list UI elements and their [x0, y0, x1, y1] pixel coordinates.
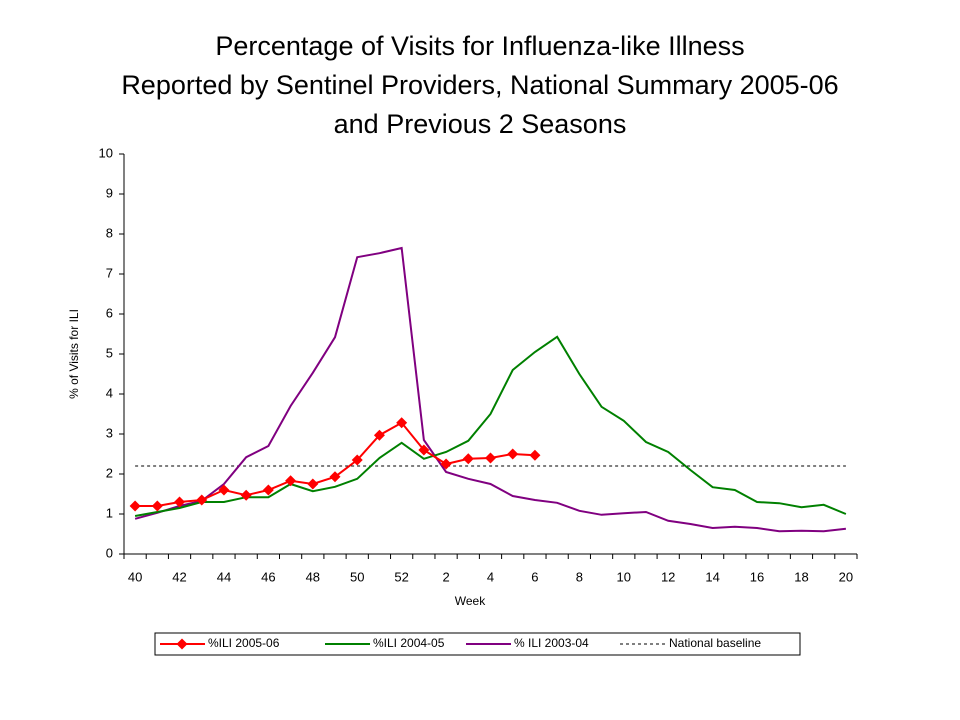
- x-tick-label: 42: [172, 569, 186, 584]
- series-line: [134, 335, 847, 517]
- y-tick-label: 3: [106, 425, 113, 440]
- point: [129, 500, 141, 512]
- y-tick-label: 5: [106, 345, 113, 360]
- point: [196, 494, 208, 506]
- x-tick-label: 4: [487, 569, 494, 584]
- x-tick-label: 2: [442, 569, 449, 584]
- x-tick-label: 10: [617, 569, 631, 584]
- point: [418, 444, 430, 456]
- point: [396, 417, 408, 429]
- x-tick-label: 46: [261, 569, 275, 584]
- x-tick-label: 12: [661, 569, 675, 584]
- y-tick-label: 2: [106, 465, 113, 480]
- x-axis-label: Week: [455, 594, 486, 608]
- x-tick-label: 18: [794, 569, 808, 584]
- y-tick-label: 9: [106, 185, 113, 200]
- point: [507, 448, 519, 460]
- point: [307, 478, 319, 490]
- legend-label: %ILI 2005-06: [208, 636, 280, 650]
- chart-title: Reported by Sentinel Providers, National…: [121, 70, 838, 100]
- point: [440, 458, 452, 470]
- x-tick-label: 50: [350, 569, 364, 584]
- y-tick-label: 10: [99, 145, 113, 160]
- x-tick-label: 14: [705, 569, 719, 584]
- x-tick-label: 16: [750, 569, 764, 584]
- point: [218, 484, 230, 496]
- point: [174, 496, 186, 508]
- series-line: [134, 246, 847, 533]
- point: [351, 454, 363, 466]
- x-tick-label: 40: [128, 569, 142, 584]
- chart-title: Percentage of Visits for Influenza-like …: [215, 31, 744, 61]
- y-tick-label: 7: [106, 265, 113, 280]
- legend-label: %ILI 2004-05: [373, 636, 445, 650]
- point: [329, 471, 341, 483]
- point: [462, 453, 474, 465]
- point: [285, 475, 297, 487]
- x-tick-label: 6: [531, 569, 538, 584]
- y-tick-label: 6: [106, 305, 113, 320]
- y-axis-label: % of Visits for ILI: [67, 309, 81, 399]
- y-tick-label: 0: [106, 545, 113, 560]
- series-line: [135, 421, 535, 507]
- point: [485, 452, 496, 464]
- x-tick-label: 52: [394, 569, 408, 584]
- x-tick-label: 44: [217, 569, 231, 584]
- point: [240, 489, 252, 501]
- point: [151, 500, 163, 512]
- y-tick-label: 1: [106, 505, 113, 520]
- legend-marker: [176, 638, 188, 650]
- point: [262, 484, 274, 496]
- point: [373, 429, 385, 441]
- point: [529, 449, 541, 461]
- legend-label: % ILI 2003-04: [514, 636, 589, 650]
- x-tick-label: 8: [576, 569, 583, 584]
- y-tick-label: 4: [106, 385, 113, 400]
- chart-title: and Previous 2 Seasons: [334, 109, 627, 139]
- x-tick-label: 20: [839, 569, 853, 584]
- x-tick-label: 48: [306, 569, 320, 584]
- y-tick-label: 8: [106, 225, 113, 240]
- legend-label: National baseline: [669, 636, 761, 650]
